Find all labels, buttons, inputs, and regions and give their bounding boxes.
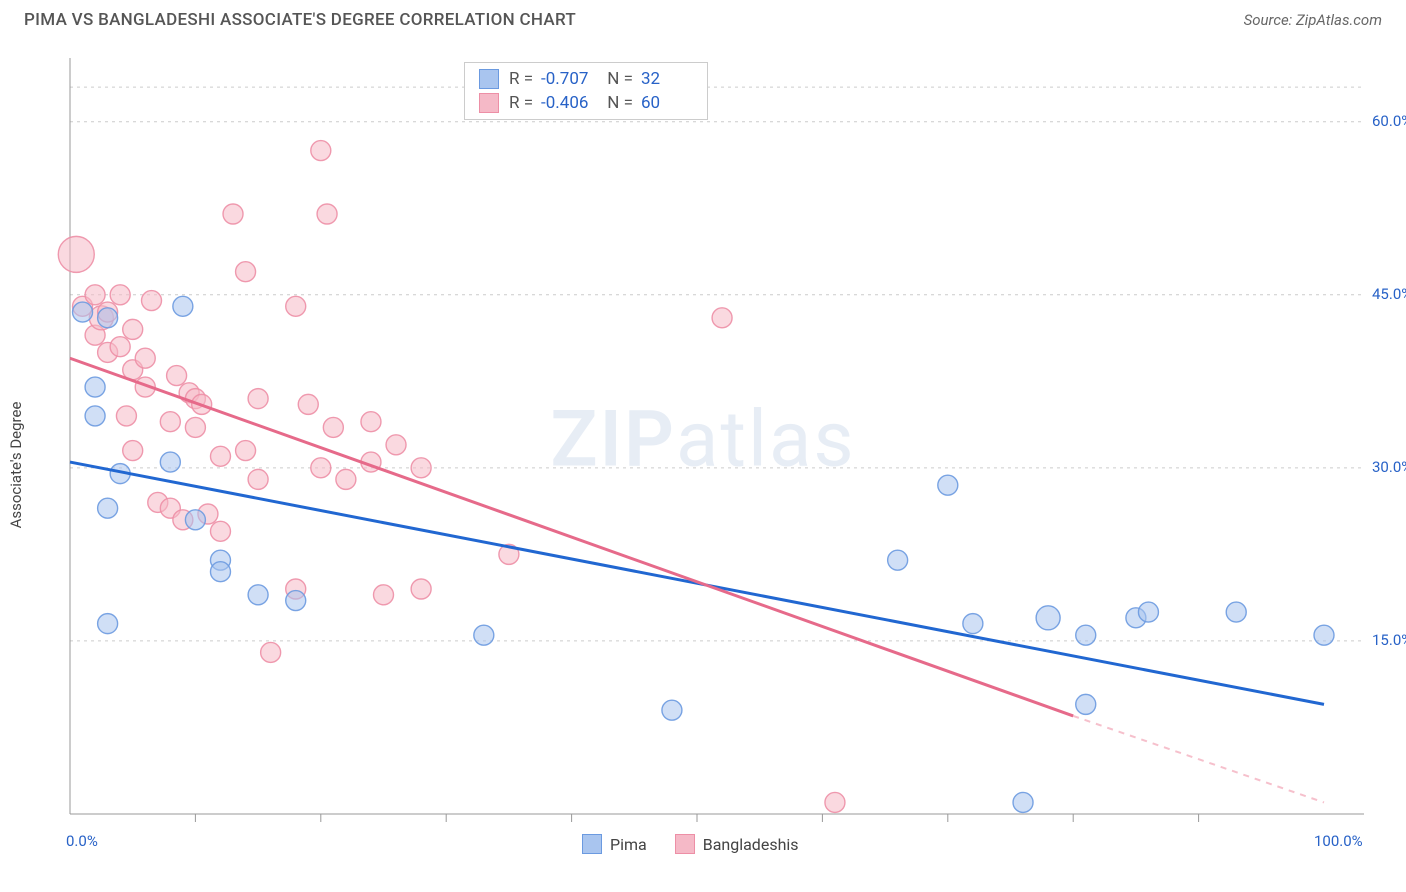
stat-n-value: 60 [641,93,693,113]
y-axis-label: Associate's Degree [7,402,25,529]
legend-swatch [675,834,695,854]
stat-r-label: R = [509,93,533,113]
x-tick-label-left: 0.0% [66,832,98,850]
stats-row: R = -0.707 N = 32 [479,69,693,89]
y-tick-label: 60.0% [1372,112,1406,130]
x-tick-label-right: 100.0% [1314,832,1363,850]
source-credit: Source: ZipAtlas.com [1244,11,1382,29]
y-tick-label: 45.0% [1372,285,1406,303]
stat-r-label: R = [509,69,533,89]
legend-swatch [582,834,602,854]
stat-n-label: N = [603,69,633,89]
legend-label: Pima [610,835,647,854]
chart-container: Associate's Degree ZIPatlas R =-0.707 N … [24,44,1382,868]
chart-header: PIMA VS BANGLADESHI ASSOCIATE'S DEGREE C… [0,0,1406,36]
legend-item: Pima [582,834,647,854]
legend-swatch [479,93,499,113]
y-tick-label: 15.0% [1372,631,1406,649]
y-tick-label: 30.0% [1372,458,1406,476]
legend-label: Bangladeshis [703,835,799,854]
stat-r-value: -0.406 [541,93,593,113]
scatter-chart [24,44,1382,868]
stat-n-label: N = [603,93,633,113]
stat-n-value: 32 [641,69,693,89]
series-legend: Pima Bangladeshis [582,834,799,854]
legend-swatch [479,69,499,89]
stats-row: R = -0.406 N = 60 [479,93,693,113]
correlation-stats-box: R = -0.707 N = 32 R = -0.406 N = 60 [464,62,708,120]
chart-title: PIMA VS BANGLADESHI ASSOCIATE'S DEGREE C… [24,10,576,30]
stat-r-value: -0.707 [541,69,593,89]
legend-item: Bangladeshis [675,834,799,854]
